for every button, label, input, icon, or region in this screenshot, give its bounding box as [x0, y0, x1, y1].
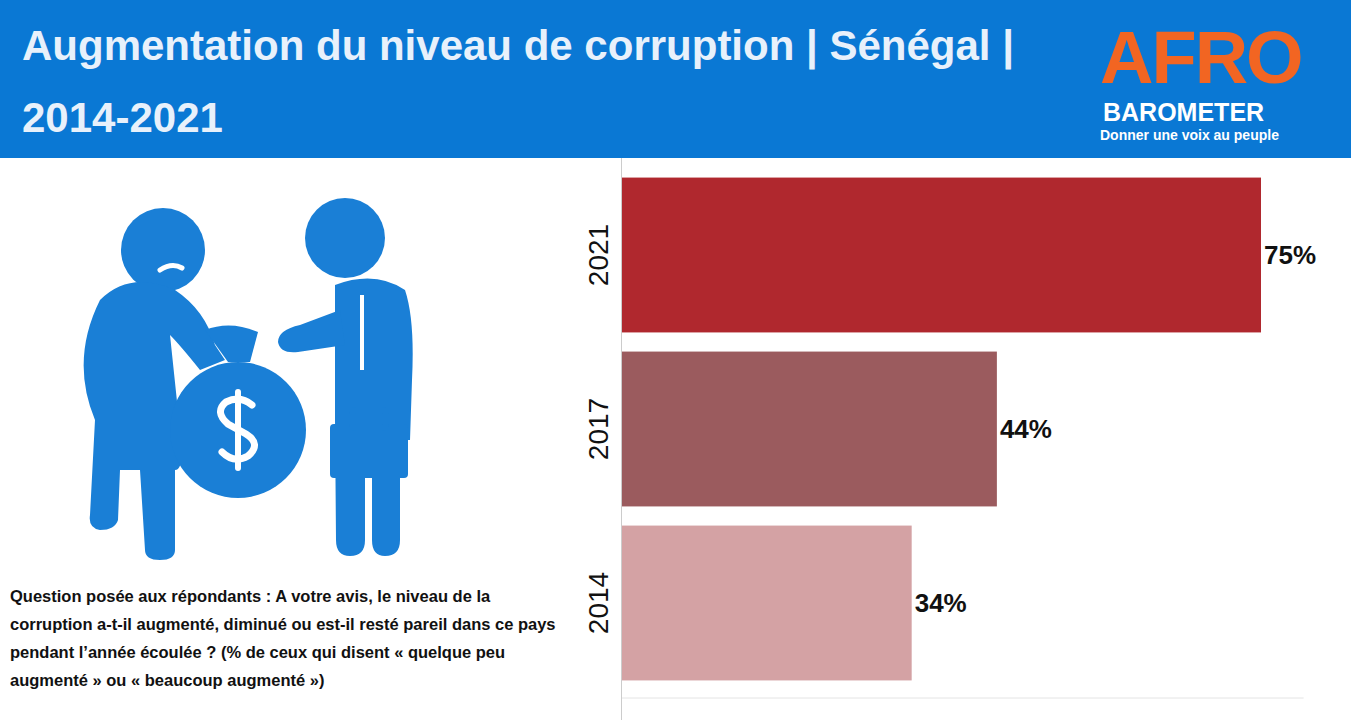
chart: 75% 2021 44% 2017 34% 2014: [0, 0, 1351, 720]
logo-subname: BAROMETER: [1103, 98, 1264, 126]
data-label: 75%: [1264, 240, 1316, 270]
logo-tagline: Donner une voix au peuple: [1100, 126, 1279, 144]
bar: [622, 178, 1261, 333]
bar: [622, 352, 997, 507]
question-note: Question posée aux répondants : A votre …: [10, 582, 575, 694]
title: Augmentation du niveau de corruption | S…: [22, 10, 1097, 154]
category-label: 2014: [583, 572, 614, 634]
category-label: 2021: [583, 224, 614, 286]
bar: [622, 526, 912, 681]
category-axis-line: [621, 158, 622, 720]
data-label: 44%: [1000, 414, 1052, 444]
icon: [0, 158, 560, 578]
category-label: 2017: [583, 398, 614, 460]
logo-name: AFRO: [1100, 18, 1302, 98]
bars: [622, 178, 1261, 681]
data-label: 34%: [915, 588, 967, 618]
value-axis-line: [622, 698, 1304, 699]
